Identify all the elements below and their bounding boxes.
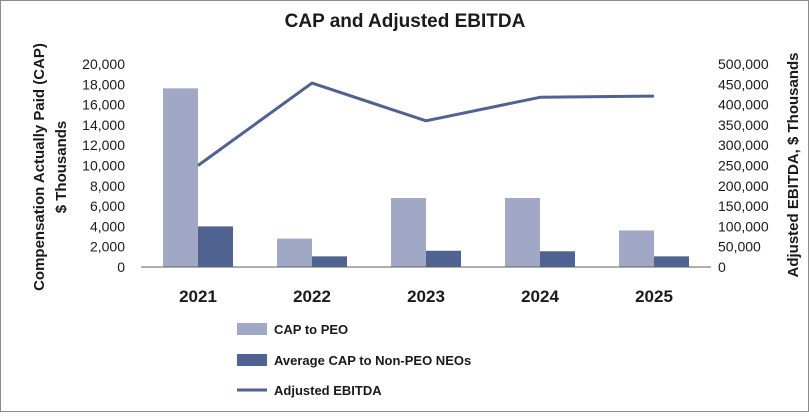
line-layer [197,81,655,167]
legend-swatch-cap-neo [237,354,267,366]
left-y-tick-label: 4,000 [90,218,125,234]
bar-cap-non-peo-neo [654,256,689,267]
left-y-tick-label: 12,000 [82,137,125,153]
chart-title: CAP and Adjusted EBITDA [285,11,526,32]
right-y-axis-ticks: 0 50,000 100,000 150,000 200,000 250,000 300,0… [718,56,769,275]
legend-label-cap-neo: Average CAP to Non-PEO NEOs [274,353,471,368]
legend-label-ebitda: Adjusted EBITDA [274,383,382,398]
left-y-tick-label: 18,000 [82,76,125,92]
right-y-tick-label: 350,000 [718,117,769,133]
right-y-tick-label: 50,000 [718,239,761,255]
x-tick-label: 2022 [293,287,331,306]
bars-layer [163,88,689,267]
left-y-axis-ticks: 0 2,000 4,000 6,000 8,000 10,000 12,000 14,000 1… [82,56,125,275]
bar-cap-peo [619,230,654,267]
x-tick-label: 2025 [635,287,673,306]
legend-swatch-cap-peo [237,323,267,335]
right-y-tick-label: 300,000 [718,137,769,153]
right-y-tick-label: 0 [718,259,726,275]
right-y-tick-label: 500,000 [718,56,769,72]
bar-cap-non-peo-neo [540,251,575,267]
line-adjusted-ebitda [197,81,655,167]
right-y-tick-label: 100,000 [718,218,769,234]
bar-cap-non-peo-neo [312,256,347,267]
bar-cap-peo [163,88,198,267]
legend-label-cap-peo: CAP to PEO [274,322,348,337]
left-y-tick-label: 10,000 [82,158,125,174]
x-tick-label: 2024 [521,287,559,306]
left-y-tick-label: 2,000 [90,239,125,255]
left-y-tick-label: 16,000 [82,97,125,113]
right-y-tick-label: 450,000 [718,76,769,92]
left-axis-title-line2: $ Thousands [53,121,70,214]
right-y-tick-label: 200,000 [718,178,769,194]
left-y-tick-label: 0 [117,259,125,275]
bar-cap-peo [277,238,312,267]
left-axis-title-line1: Compensation Actually Paid (CAP) [31,43,48,291]
legend: CAP to PEO Average CAP to Non-PEO NEOs A… [237,322,471,398]
bar-cap-non-peo-neo [198,226,233,267]
left-y-tick-label: 6,000 [90,198,125,214]
right-y-tick-label: 150,000 [718,198,769,214]
left-y-tick-label: 8,000 [90,178,125,194]
bar-cap-peo [391,197,426,267]
x-tick-label: 2021 [179,287,217,306]
left-y-tick-label: 14,000 [82,117,125,133]
bar-cap-non-peo-neo [426,250,461,267]
left-y-tick-label: 20,000 [82,56,125,72]
x-axis-ticks: 2021 2022 2023 2024 2025 [179,287,673,306]
right-axis-title: Adjusted EBITDA, $ Thousands [785,52,802,277]
right-y-tick-label: 250,000 [718,158,769,174]
bar-cap-peo [505,197,540,267]
x-tick-label: 2023 [407,287,445,306]
right-y-tick-label: 400,000 [718,97,769,113]
